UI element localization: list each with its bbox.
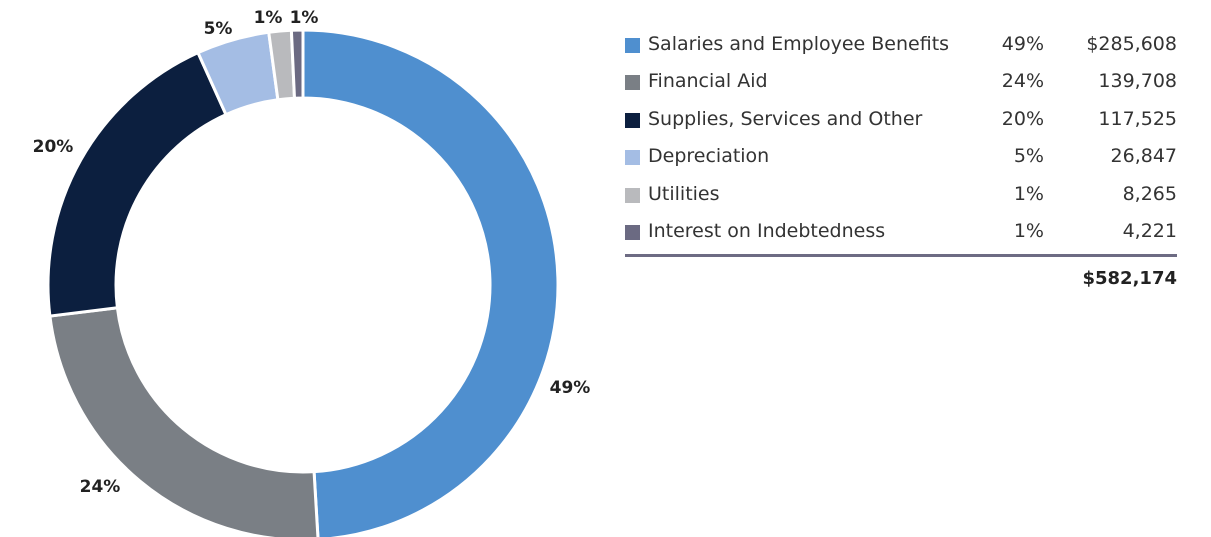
legend-label: Interest on Indebtedness xyxy=(648,219,886,242)
slice-percent-label: 1% xyxy=(290,8,319,28)
donut-chart: 49% 24% 20% 5% 1% 1% xyxy=(33,8,591,537)
legend-swatch xyxy=(625,150,640,166)
legend-swatch xyxy=(625,38,640,53)
legend-percent: 49% xyxy=(1001,33,1044,55)
legend-row: Depreciation 5% 26,847 xyxy=(625,138,1177,175)
legend-label: Depreciation xyxy=(648,145,770,168)
slice-percent-label: 1% xyxy=(254,8,283,28)
donut-slice xyxy=(48,306,320,537)
legend-row: Financial Aid 24% 139,708 xyxy=(625,63,1177,100)
legend-amount: 139,708 xyxy=(1098,70,1177,93)
slice-percent-label: 49% xyxy=(550,378,591,398)
legend-percent: 5% xyxy=(1013,145,1044,168)
legend-label: Supplies, Services and Other xyxy=(648,107,923,130)
legend-row: Supplies, Services and Other 20% 117,525 xyxy=(625,101,1177,138)
donut-slice xyxy=(46,50,228,318)
legend-row: Salaries and Employee Benefits 49% $285,… xyxy=(625,26,1177,63)
donut-slice xyxy=(301,28,560,537)
legend-percent: 24% xyxy=(1001,70,1044,93)
donut-slice xyxy=(289,28,305,100)
legend-percent: 1% xyxy=(1013,219,1044,242)
slice-percent-label: 20% xyxy=(33,137,74,157)
legend-amount: 8,265 xyxy=(1122,182,1177,205)
legend-row: Interest on Indebtedness 1% 4,221 xyxy=(625,213,1177,250)
slice-percent-label: 5% xyxy=(204,19,233,39)
legend-amount: $285,608 xyxy=(1086,33,1177,55)
legend-label: Salaries and Employee Benefits xyxy=(648,33,950,55)
legend-label: Utilities xyxy=(648,182,720,205)
legend-amount: 26,847 xyxy=(1110,145,1177,168)
slice-percent-label: 24% xyxy=(80,477,121,497)
legend-percent: 20% xyxy=(1001,107,1044,130)
total-divider xyxy=(625,254,1177,257)
legend-swatch xyxy=(625,187,640,203)
legend-swatch xyxy=(625,224,640,240)
legend-amount: 117,525 xyxy=(1098,107,1177,130)
legend-swatch xyxy=(625,112,640,128)
legend-label: Financial Aid xyxy=(648,70,768,93)
legend-amount: 4,221 xyxy=(1122,219,1177,242)
legend-row: Utilities 1% 8,265 xyxy=(625,176,1177,213)
legend-percent: 1% xyxy=(1013,182,1044,205)
total-amount: $582,174 xyxy=(1082,268,1177,289)
legend-swatch xyxy=(625,75,640,91)
legend-table: Salaries and Employee Benefits 49% $285,… xyxy=(625,26,1177,250)
